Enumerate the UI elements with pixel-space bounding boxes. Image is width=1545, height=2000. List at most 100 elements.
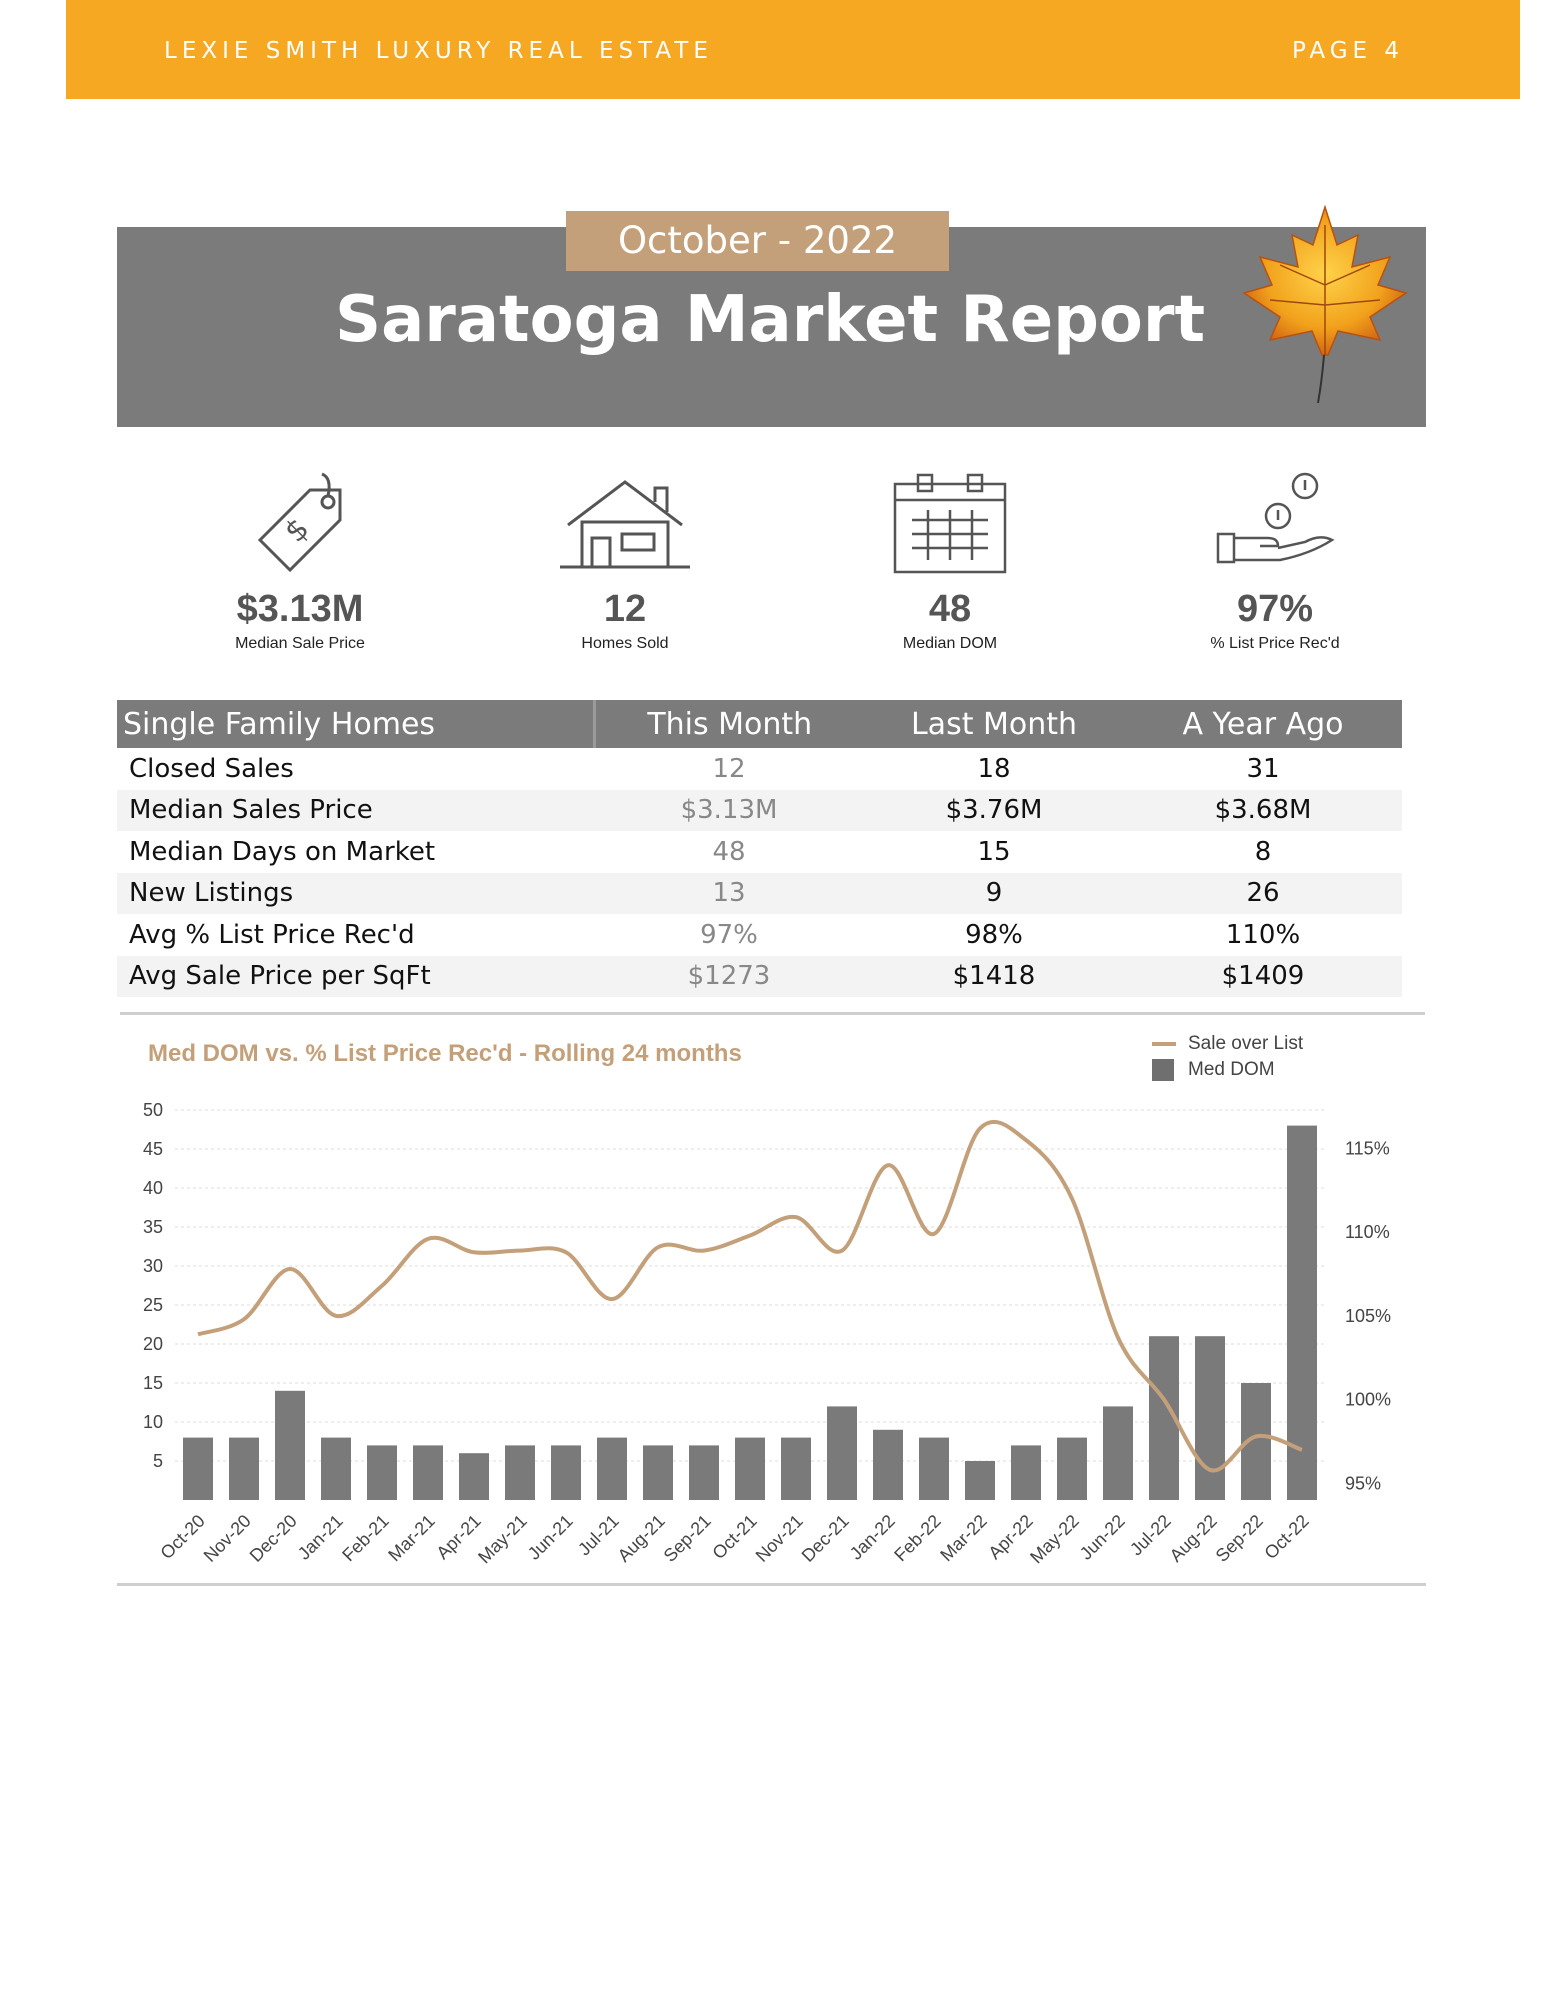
bar-med-dom bbox=[965, 1461, 995, 1500]
dom-vs-list-price-chart: 5 10 15 20 25 30 35 40 45 50 95% 100% 105% 110% 115% Oc… bbox=[143, 1100, 1391, 1568]
last-month-value: 18 bbox=[977, 753, 1011, 784]
left-axis-tick-label: 10 bbox=[143, 1412, 163, 1432]
right-axis-tick-label: 110% bbox=[1345, 1222, 1390, 1242]
table-row: Closed Sales 12 18 31 bbox=[117, 748, 1402, 790]
right-axis-tick-label: 95% bbox=[1345, 1473, 1381, 1493]
x-axis-tick-label: Dec-20 bbox=[246, 1511, 301, 1566]
x-axis-tick-label: Jan-21 bbox=[294, 1511, 347, 1564]
chart-title: Med DOM vs. % List Price Rec'd - Rolling… bbox=[148, 1040, 742, 1067]
x-axis-tick-label: Aug-22 bbox=[1166, 1511, 1221, 1566]
calendar-icon bbox=[893, 473, 1007, 574]
divider bbox=[120, 1012, 1425, 1015]
bar-med-dom bbox=[321, 1437, 351, 1500]
year-ago-value: 110% bbox=[1225, 919, 1301, 950]
row-label: Closed Sales bbox=[129, 753, 294, 784]
table-header-row: Single Family Homes This Month Last Mont… bbox=[117, 700, 1402, 748]
stat-homes-sold: 12 Homes Sold bbox=[475, 470, 775, 653]
last-month-value: 98% bbox=[965, 919, 1023, 950]
year-ago-value: 8 bbox=[1254, 836, 1272, 867]
left-axis-tick-label: 5 bbox=[153, 1451, 163, 1471]
divider bbox=[117, 1583, 1426, 1586]
x-axis-tick-label: Aug-21 bbox=[614, 1511, 669, 1566]
this-month-value: 48 bbox=[712, 836, 746, 867]
x-axis-tick-label: May-22 bbox=[1026, 1511, 1083, 1568]
table-row: Median Days on Market 48 15 8 bbox=[117, 831, 1402, 873]
bar-med-dom bbox=[919, 1437, 949, 1500]
legend-label: Sale over List bbox=[1188, 1033, 1304, 1054]
stat-median-dom: 48 Median DOM bbox=[800, 470, 1100, 653]
bar-med-dom bbox=[505, 1445, 535, 1500]
market-stats-table: Single Family Homes This Month Last Mont… bbox=[117, 700, 1402, 997]
maple-leaf-icon bbox=[1242, 205, 1408, 404]
x-axis-tick-label: Mar-21 bbox=[384, 1511, 438, 1565]
bar-med-dom bbox=[1287, 1125, 1317, 1500]
legend-entry-sale-over-list: Sale over List bbox=[1152, 1031, 1303, 1057]
last-month-value: 9 bbox=[864, 872, 1124, 914]
stat-label: % List Price Rec'd bbox=[1210, 635, 1340, 652]
stat-value: 12 bbox=[603, 588, 647, 630]
right-axis-tick-label: 100% bbox=[1345, 1390, 1391, 1410]
bar-med-dom bbox=[1103, 1406, 1133, 1500]
bar-med-dom bbox=[551, 1445, 581, 1500]
table-row: Median Sales Price $3.13M $3.76M $3.68M bbox=[117, 789, 1402, 831]
last-month-value: $3.76M bbox=[864, 789, 1124, 831]
bar-med-dom bbox=[1011, 1445, 1041, 1500]
header-this-month: This Month bbox=[594, 700, 864, 748]
bar-med-dom bbox=[597, 1437, 627, 1500]
left-axis-tick-label: 35 bbox=[143, 1217, 163, 1237]
table-row: Avg Sale Price per SqFt $1273 $1418 $140… bbox=[117, 955, 1402, 997]
line-sale-over-list bbox=[197, 1120, 1303, 1473]
bar-med-dom bbox=[459, 1453, 489, 1500]
house-icon bbox=[560, 480, 690, 569]
bar-med-dom bbox=[735, 1437, 765, 1500]
x-axis-tick-label: Nov-21 bbox=[752, 1511, 807, 1566]
table-row: New Listings 13 9 26 bbox=[117, 872, 1402, 914]
left-axis-tick-label: 40 bbox=[143, 1178, 163, 1198]
table-row: Avg % List Price Rec'd 97% 98% 110% bbox=[117, 914, 1402, 956]
x-axis-tick-label: Sep-21 bbox=[660, 1511, 715, 1566]
left-axis-tick-label: 25 bbox=[143, 1295, 163, 1315]
this-month-value: 13 bbox=[594, 872, 864, 914]
x-axis-tick-label: Jun-22 bbox=[1076, 1511, 1129, 1564]
report-title: Saratoga Market Report bbox=[334, 283, 1206, 357]
x-axis-tick-label: Jan-22 bbox=[846, 1511, 899, 1564]
left-axis-tick-label: 30 bbox=[143, 1256, 163, 1276]
x-axis-tick-label: Jun-21 bbox=[524, 1511, 577, 1564]
stat-median-sale-price: $ $3.13M Median Sale Price bbox=[150, 470, 450, 653]
row-label: New Listings bbox=[117, 872, 594, 914]
header-last-month: Last Month bbox=[864, 700, 1124, 748]
year-ago-value: 26 bbox=[1124, 872, 1402, 914]
bar-med-dom bbox=[275, 1390, 305, 1500]
x-axis-tick-label: Oct-22 bbox=[1260, 1511, 1312, 1563]
stat-label: Homes Sold bbox=[581, 635, 669, 652]
x-axis-tick-label: Mar-22 bbox=[936, 1511, 990, 1565]
last-month-value: 15 bbox=[977, 836, 1011, 867]
stat-list-price-received: 97% % List Price Rec'd bbox=[1125, 470, 1425, 653]
legend-bar-swatch bbox=[1152, 1059, 1174, 1081]
year-ago-value: $3.68M bbox=[1124, 789, 1402, 831]
bar-med-dom bbox=[183, 1437, 213, 1500]
legend-label: Med DOM bbox=[1188, 1059, 1275, 1080]
x-axis-tick-label: Dec-21 bbox=[798, 1511, 853, 1566]
right-axis-tick-label: 115% bbox=[1345, 1138, 1390, 1158]
left-axis-tick-label: 20 bbox=[143, 1334, 163, 1354]
stat-value: 48 bbox=[928, 588, 972, 630]
top-header-bar: LEXIE SMITH LUXURY REAL ESTATE PAGE 4 bbox=[66, 0, 1520, 99]
this-month-value: $3.13M bbox=[594, 789, 864, 831]
bar-med-dom bbox=[643, 1445, 673, 1500]
right-axis-tick-label: 105% bbox=[1345, 1306, 1391, 1326]
bar-med-dom bbox=[689, 1445, 719, 1500]
x-axis-tick-label: Nov-20 bbox=[200, 1511, 255, 1566]
bar-med-dom bbox=[1195, 1336, 1225, 1500]
row-label: Avg Sale Price per SqFt bbox=[117, 955, 594, 997]
header-a-year-ago: A Year Ago bbox=[1124, 700, 1402, 748]
legend-entry-med-dom: Med DOM bbox=[1152, 1057, 1303, 1083]
row-label: Median Sales Price bbox=[117, 789, 594, 831]
chart-legend: Sale over List Med DOM bbox=[1152, 1031, 1303, 1083]
bar-med-dom bbox=[413, 1445, 443, 1500]
this-month-value: 97% bbox=[700, 919, 758, 950]
bar-med-dom bbox=[781, 1437, 811, 1500]
hand-coins-icon bbox=[1216, 472, 1335, 564]
left-axis-tick-label: 45 bbox=[143, 1139, 163, 1159]
x-axis-tick-label: Feb-22 bbox=[890, 1511, 944, 1565]
